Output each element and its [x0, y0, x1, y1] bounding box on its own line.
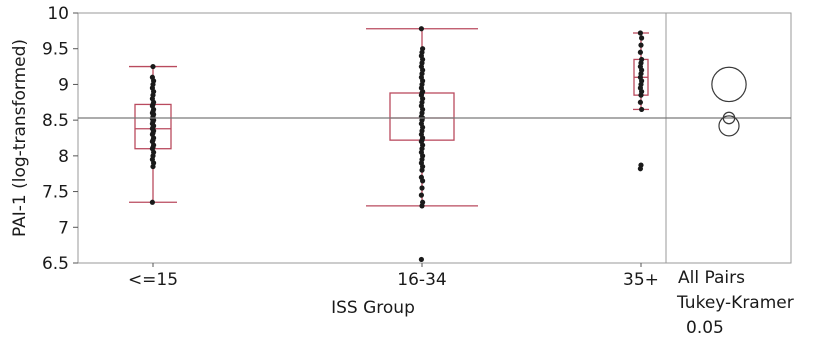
data-point [639, 106, 645, 113]
data-point [637, 49, 644, 55]
data-point [149, 199, 155, 205]
box-group [633, 30, 649, 172]
data-point [637, 99, 644, 105]
y-axis: 6.5 7 7.5 8 8.5 9 9.5 10 [42, 4, 78, 274]
y-tick-label: 7 [58, 218, 69, 238]
x-tick-label: <=15 [128, 270, 178, 290]
comparison-alpha: 0.05 [686, 318, 724, 338]
plot-frame [77, 12, 792, 264]
data-point [418, 192, 424, 198]
data-point [418, 256, 424, 263]
y-tick-label: 10 [47, 4, 69, 24]
data-point [639, 56, 645, 63]
x-axis-labels: <=15 16-34 35+ [128, 263, 659, 290]
data-point [419, 185, 425, 191]
y-tick-label: 9 [58, 75, 69, 95]
y-tick-label: 9.5 [42, 40, 69, 60]
x-tick-label: 35+ [623, 270, 659, 290]
comparison-method: Tukey-Kramer [676, 293, 794, 313]
data-point [638, 162, 644, 168]
y-axis-title: PAI-1 (log-transformed) [10, 39, 30, 237]
data-point [638, 42, 644, 48]
data-point [420, 199, 426, 205]
data-point [420, 46, 426, 52]
box-group [366, 26, 478, 263]
data-point [418, 26, 424, 32]
data-point [637, 30, 644, 36]
comparison-circle [718, 115, 740, 137]
data-point [150, 63, 156, 70]
y-tick-label: 8 [58, 147, 69, 167]
plot-area [77, 12, 792, 264]
comparison-circle [711, 66, 747, 103]
data-point [639, 35, 645, 41]
y-tick-label: 6.5 [42, 254, 69, 274]
comparison-circles [711, 66, 747, 137]
box-groups [129, 26, 649, 263]
y-tick-label: 8.5 [42, 111, 69, 131]
comparison-title: All Pairs [678, 268, 745, 288]
y-tick-label: 7.5 [42, 183, 69, 203]
data-point [149, 74, 155, 80]
x-tick-label: 16-34 [397, 270, 446, 290]
box-group [129, 63, 177, 205]
data-point [418, 174, 424, 180]
x-axis-title: ISS Group [331, 298, 415, 318]
